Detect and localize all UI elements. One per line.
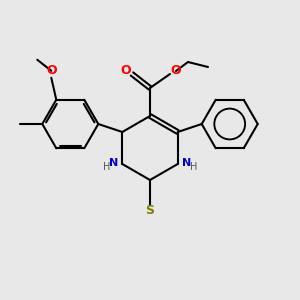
Text: N: N bbox=[182, 158, 191, 168]
Text: H: H bbox=[190, 162, 197, 172]
Text: N: N bbox=[109, 158, 118, 168]
Text: O: O bbox=[171, 64, 181, 77]
Text: H: H bbox=[103, 162, 110, 172]
Text: O: O bbox=[46, 64, 57, 77]
Text: O: O bbox=[121, 64, 131, 77]
Text: S: S bbox=[146, 203, 154, 217]
